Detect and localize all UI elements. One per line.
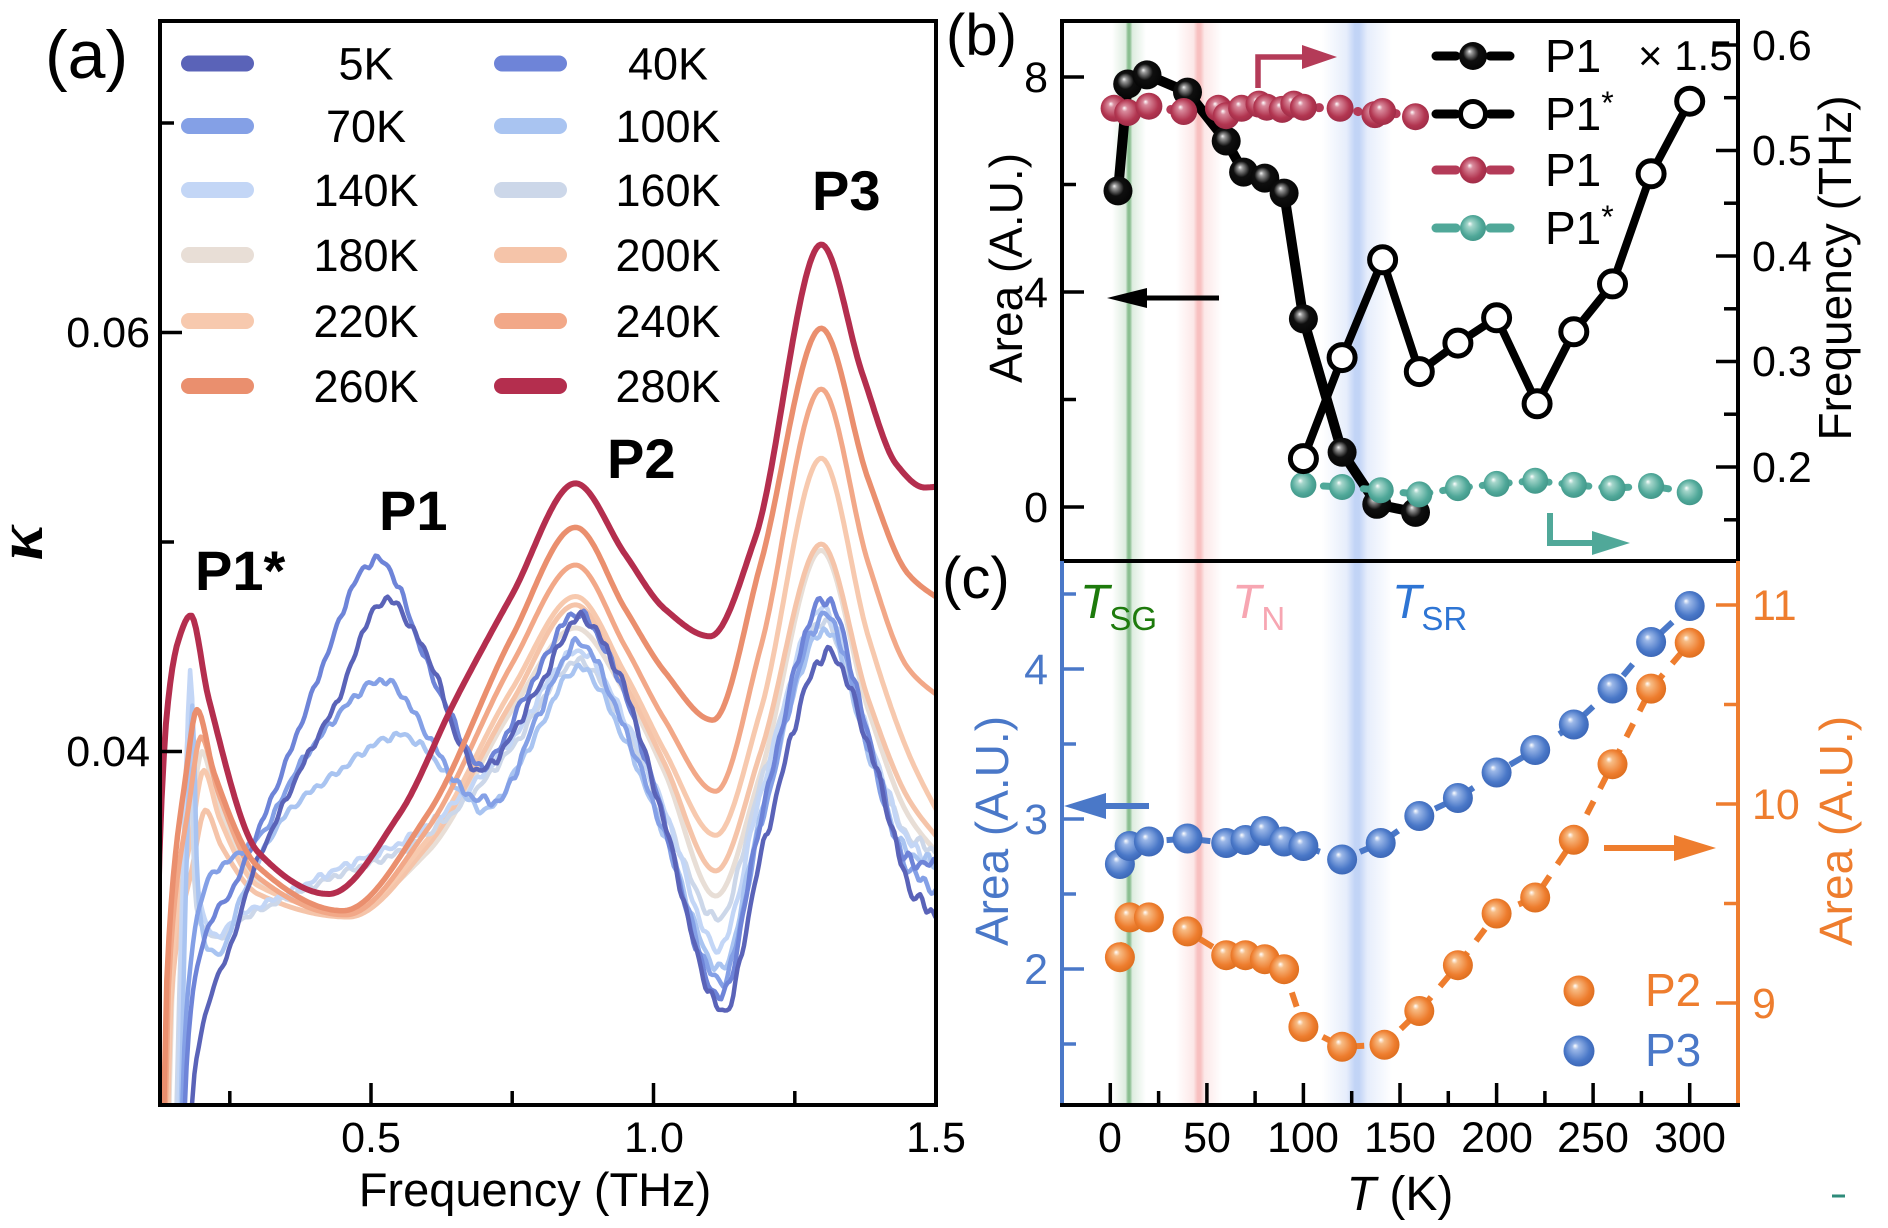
svg-text:P3: P3 — [812, 159, 881, 222]
svg-text:100: 100 — [1267, 1114, 1339, 1162]
svg-text:10: 10 — [1752, 781, 1800, 829]
svg-text:220K: 220K — [313, 296, 418, 347]
svg-text:P2: P2 — [607, 427, 676, 490]
svg-text:100K: 100K — [615, 101, 720, 152]
svg-text:P1: P1 — [379, 479, 448, 542]
svg-text:5K: 5K — [338, 39, 393, 90]
svg-text:(b): (b) — [946, 3, 1017, 68]
svg-text:Frequency (THz): Frequency (THz) — [359, 1163, 712, 1216]
svg-text:P1*: P1* — [195, 539, 285, 602]
svg-text:180K: 180K — [313, 230, 418, 281]
svg-text:0.3: 0.3 — [1752, 338, 1812, 386]
svg-text:200: 200 — [1461, 1114, 1533, 1162]
svg-text:Area (A.U.): Area (A.U.) — [966, 716, 1018, 946]
svg-text:240K: 240K — [615, 296, 720, 347]
svg-text:0.2: 0.2 — [1752, 444, 1812, 492]
svg-text:4: 4 — [1024, 646, 1048, 694]
svg-text:50: 50 — [1183, 1114, 1231, 1162]
svg-text:260K: 260K — [313, 361, 418, 412]
svg-text:1.5: 1.5 — [906, 1114, 966, 1162]
svg-text:250: 250 — [1557, 1114, 1629, 1162]
svg-text:160K: 160K — [615, 165, 720, 216]
svg-text:0.06: 0.06 — [66, 309, 150, 357]
svg-text:Area (A.U.): Area (A.U.) — [980, 153, 1032, 383]
svg-text:200K: 200K — [615, 230, 720, 281]
svg-text:0.5: 0.5 — [1752, 127, 1812, 175]
svg-text:1.0: 1.0 — [624, 1114, 684, 1162]
svg-text:2: 2 — [1024, 946, 1048, 994]
svg-text:(c): (c) — [942, 546, 1010, 611]
svg-text:9: 9 — [1752, 980, 1776, 1028]
svg-text:P1: P1 — [1545, 144, 1601, 196]
svg-text:P1*: P1* — [1545, 85, 1614, 140]
svg-text:40K: 40K — [628, 39, 708, 90]
svg-text:0.04: 0.04 — [66, 728, 150, 776]
svg-text:140K: 140K — [313, 165, 418, 216]
svg-text:300: 300 — [1654, 1114, 1726, 1162]
svg-text:Area (A.U.): Area (A.U.) — [1810, 716, 1862, 946]
svg-text:280K: 280K — [615, 361, 720, 412]
svg-text:4: 4 — [1024, 269, 1048, 317]
svg-text:× 1.5: × 1.5 — [1638, 32, 1733, 79]
svg-text:(a): (a) — [45, 17, 128, 93]
svg-text:T (K): T (K) — [1347, 1168, 1454, 1221]
svg-text:8: 8 — [1024, 54, 1048, 102]
svg-text:70K: 70K — [326, 101, 406, 152]
svg-text:0.6: 0.6 — [1752, 22, 1812, 70]
svg-text:P3: P3 — [1645, 1024, 1701, 1076]
svg-text:P1: P1 — [1545, 30, 1601, 82]
svg-text:0.5: 0.5 — [341, 1114, 401, 1162]
svg-text:κ: κ — [0, 523, 57, 560]
svg-text:0: 0 — [1098, 1114, 1122, 1162]
svg-text:150: 150 — [1364, 1114, 1436, 1162]
svg-text:P2: P2 — [1645, 964, 1701, 1016]
svg-text:11: 11 — [1752, 582, 1797, 630]
svg-text:TN: TN — [1232, 576, 1285, 637]
svg-text:0: 0 — [1024, 484, 1048, 532]
svg-text:0.4: 0.4 — [1752, 233, 1812, 281]
svg-text:3: 3 — [1024, 796, 1048, 844]
svg-text:Frequency (THz): Frequency (THz) — [1809, 95, 1861, 440]
